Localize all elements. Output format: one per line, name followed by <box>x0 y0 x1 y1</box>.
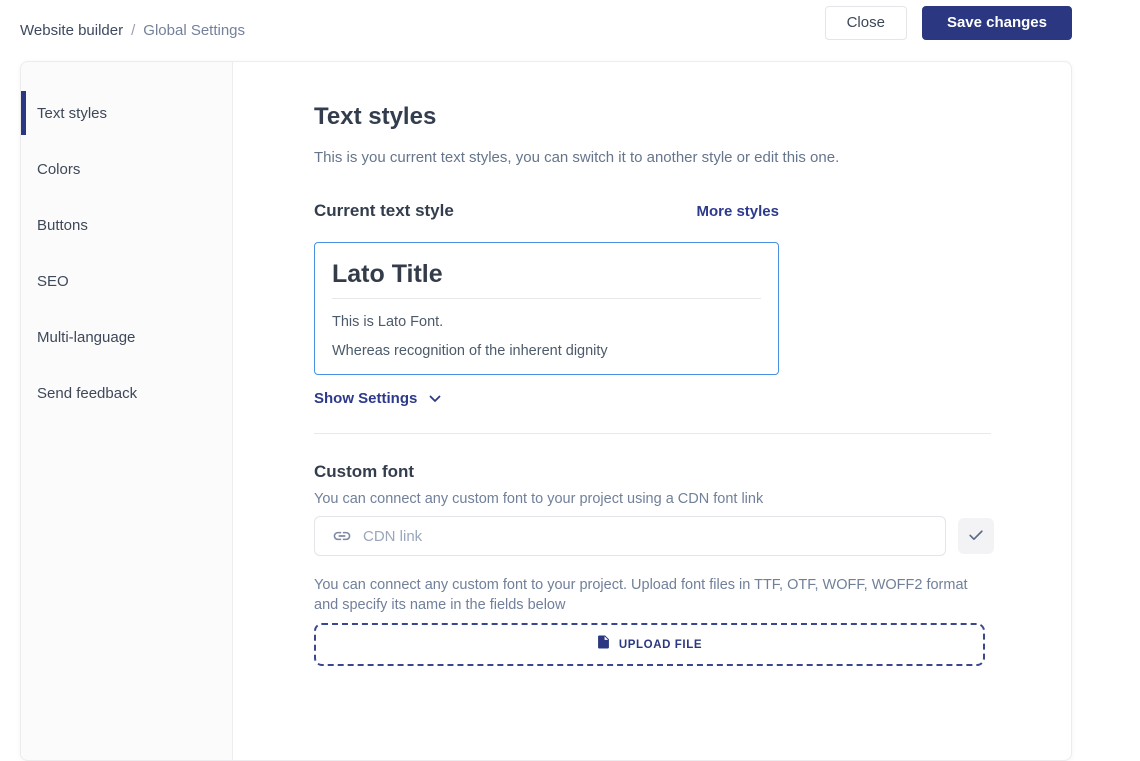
sidebar-item-colors[interactable]: Colors <box>21 141 232 197</box>
sidebar-item-multi-language[interactable]: Multi-language <box>21 309 232 365</box>
check-icon <box>966 525 986 548</box>
section-divider <box>314 433 991 434</box>
preview-divider <box>332 298 761 299</box>
topbar: Website builder / Global Settings Close … <box>0 0 1140 60</box>
chevron-down-icon <box>429 395 441 403</box>
sidebar-item-label: Send feedback <box>37 384 138 402</box>
cdn-link-row <box>314 516 1071 556</box>
sidebar-item-label: SEO <box>37 272 69 290</box>
sidebar-item-label: Colors <box>37 160 81 178</box>
upload-file-dropzone[interactable]: UPLOAD FILE <box>314 623 985 666</box>
more-styles-link[interactable]: More styles <box>696 202 779 220</box>
cdn-link-field[interactable] <box>314 516 946 556</box>
text-style-preview-card[interactable]: Lato Title This is Lato Font. Whereas re… <box>314 242 779 375</box>
save-changes-button[interactable]: Save changes <box>921 6 1072 40</box>
custom-font-heading: Custom font <box>314 462 415 481</box>
settings-panel: Text styles Colors Buttons SEO Multi-lan… <box>20 61 1072 761</box>
show-settings-toggle[interactable]: Show Settings <box>314 390 441 407</box>
breadcrumb-root[interactable]: Website builder <box>20 21 124 39</box>
cdn-hint-text: You can connect any custom font to your … <box>314 491 764 507</box>
preview-font-title: Lato Title <box>332 260 443 288</box>
topbar-actions: Close Save changes <box>824 6 1072 40</box>
sidebar-item-label: Text styles <box>37 104 108 122</box>
breadcrumb-separator: / <box>131 21 136 39</box>
page-description: This is you current text styles, you can… <box>314 149 840 166</box>
current-style-heading: Current text style <box>314 201 454 220</box>
upload-hint-text: You can connect any custom font to your … <box>314 577 968 613</box>
file-icon <box>597 634 610 655</box>
sidebar-item-label: Buttons <box>37 216 88 234</box>
preview-sample-line: This is Lato Font. <box>332 314 444 330</box>
link-icon <box>332 526 352 546</box>
page-title: Text styles <box>314 103 437 130</box>
breadcrumb: Website builder / Global Settings <box>20 22 245 39</box>
sidebar-item-buttons[interactable]: Buttons <box>21 197 232 253</box>
settings-content: Text styles This is you current text sty… <box>233 62 1071 760</box>
close-button[interactable]: Close <box>824 6 907 40</box>
breadcrumb-current: Global Settings <box>143 21 246 39</box>
settings-sidebar: Text styles Colors Buttons SEO Multi-lan… <box>21 62 233 760</box>
sidebar-item-label: Multi-language <box>37 328 136 346</box>
apply-cdn-button[interactable] <box>958 518 994 554</box>
upload-file-label: UPLOAD FILE <box>618 638 703 651</box>
sidebar-item-text-styles[interactable]: Text styles <box>21 85 232 141</box>
sidebar-item-send-feedback[interactable]: Send feedback <box>21 365 232 421</box>
show-settings-label: Show Settings <box>314 390 418 407</box>
current-style-row: Current text style More styles <box>314 200 779 222</box>
cdn-link-input[interactable] <box>363 527 933 545</box>
sidebar-item-seo[interactable]: SEO <box>21 253 232 309</box>
preview-sample-line: Whereas recognition of the inherent dign… <box>332 343 608 359</box>
